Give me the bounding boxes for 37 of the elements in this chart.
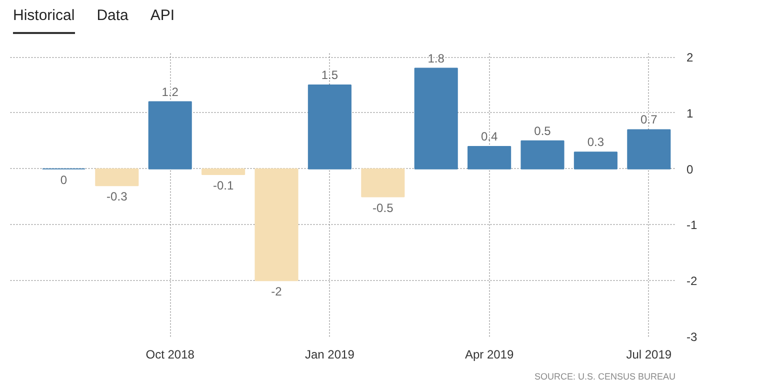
- bar: [95, 168, 139, 186]
- source-note: SOURCE: U.S. CENSUS BUREAU: [534, 372, 676, 380]
- data-label: 1.5: [321, 68, 338, 82]
- data-label: 1.8: [428, 51, 445, 66]
- bar: [254, 168, 298, 282]
- data-label: 0.4: [480, 130, 498, 144]
- bar: [361, 168, 405, 198]
- data-label: -0.3: [106, 190, 128, 204]
- y-tick-label: 2: [686, 50, 694, 65]
- y-tick-label: -1: [686, 218, 698, 232]
- text: API: [150, 7, 175, 24]
- bar: [627, 129, 671, 170]
- y-tick-label: -3: [686, 330, 698, 344]
- data-label: -2: [271, 284, 282, 299]
- bar: [148, 101, 192, 170]
- data-label: -0.1: [212, 178, 234, 192]
- bar: [520, 140, 564, 170]
- x-tick-label: Jul 2019: [626, 348, 672, 362]
- bar: [414, 68, 458, 170]
- text: Historical: [13, 7, 75, 34]
- y-tick-label: 0: [686, 162, 694, 176]
- data-label: 0.7: [640, 112, 658, 127]
- data-label: 0.3: [587, 135, 604, 150]
- y-tick-label: -2: [686, 274, 698, 288]
- x-tick-label: Oct 2018: [146, 348, 195, 362]
- data-label: 0: [60, 172, 68, 187]
- bar: [468, 146, 512, 170]
- data-label: 0.5: [534, 124, 552, 138]
- text: Data: [96, 7, 128, 24]
- bar: [574, 152, 618, 170]
- y-tick-label: 1: [686, 106, 694, 120]
- x-tick-label: Jan 2019: [305, 348, 355, 362]
- bar: [308, 84, 352, 170]
- x-tick-label: Apr 2019: [464, 348, 514, 362]
- data-label: 1.2: [162, 84, 179, 99]
- data-label: -0.5: [372, 200, 394, 215]
- bar: [202, 168, 246, 175]
